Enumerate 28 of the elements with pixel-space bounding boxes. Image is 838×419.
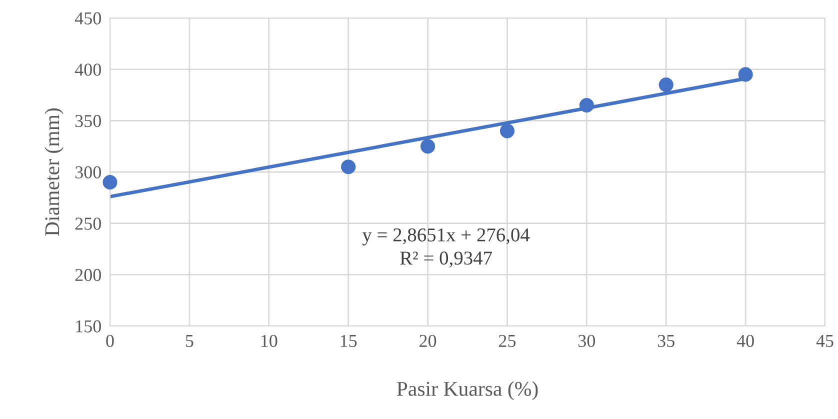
x-tick-label: 10 (261, 334, 278, 348)
y-tick-label: 350 (75, 114, 101, 128)
y-tick-label: 400 (74, 64, 101, 76)
annotation: y = 2,8651x + 276,04 (362, 228, 530, 246)
y-tick-label: 250 (75, 218, 101, 230)
y-axis-title: Diameter (mm) (44, 108, 64, 236)
point (500, 124, 515, 138)
y-tick-label: 300 (75, 166, 101, 178)
y-tick-label: 450 (74, 12, 101, 24)
x-axis-title: Pasir Kuarsa (%) (396, 381, 538, 400)
point (102, 174, 118, 190)
x-tick-label: 5 (186, 335, 194, 348)
x-tick-label: 40 (736, 334, 754, 348)
x-tick-label: 20 (420, 334, 436, 348)
y-tick-label: 200 (75, 268, 101, 282)
x-tick-label: 35 (658, 334, 674, 348)
point (341, 160, 356, 174)
point (738, 67, 753, 82)
x-tick-label: 30 (578, 334, 596, 348)
point (579, 98, 594, 113)
annotation: R² = 0,9347 (400, 252, 492, 268)
point (420, 139, 436, 154)
y-tick-label: 150 (76, 320, 101, 332)
x-tick-label: 45 (816, 334, 834, 348)
x-tick-label: 25 (498, 334, 516, 348)
x-tick-label: 0 (106, 334, 114, 348)
point (658, 77, 674, 92)
x-tick-label: 15 (340, 334, 357, 348)
